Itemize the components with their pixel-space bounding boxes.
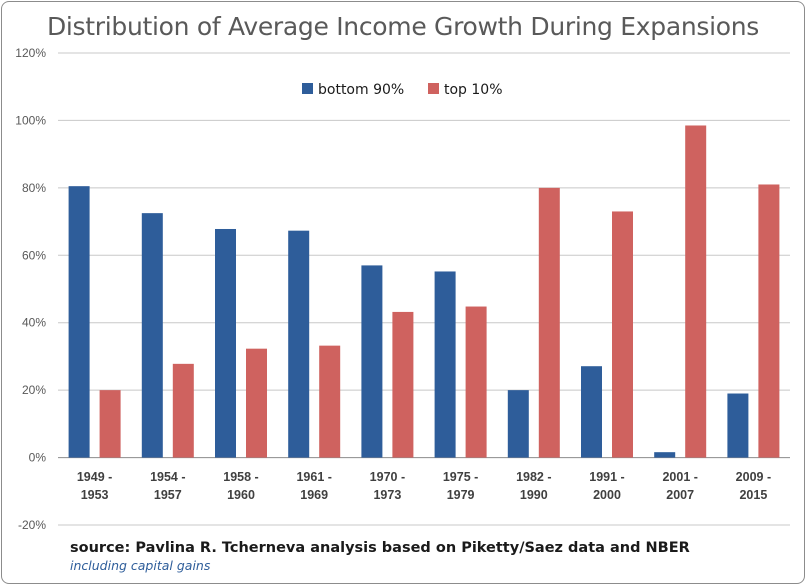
x-tick-label: 1973 [373,488,401,502]
bar-top-10 [612,211,633,458]
legend-label-bottom-90: bottom 90% [318,82,404,98]
legend-swatch-top-10 [428,83,439,94]
x-tick-label: 1991 - [589,470,624,484]
capital-gains-note: including capital gains [70,558,211,573]
bar-top-10 [319,345,341,458]
bar-bottom-90 [654,452,676,458]
bar-bottom-90 [361,265,383,458]
x-tick-label: 1953 [81,488,109,502]
y-tick-label: 40% [22,316,46,330]
bar-bottom-90 [68,186,90,458]
x-tick-label: 2007 [666,488,694,502]
bar-top-10 [465,306,487,458]
x-tick-label: 2000 [593,488,621,502]
bar-top-10 [685,125,707,458]
x-tick-label: 1958 - [223,470,258,484]
bar-bottom-90 [215,228,236,458]
x-tick-label: 1960 [227,488,255,502]
y-tick-label: 100% [15,113,46,127]
x-axis: 1949 - 1953 1954 - 1957 1958 - 1960 1961 - 1969… [77,470,771,502]
x-tick-label: 2009 - [736,470,771,484]
y-tick-label: 20% [22,383,46,397]
bars [68,125,780,458]
chart-title: Distribution of Average Income Growth Du… [46,12,760,41]
bar-bottom-90 [288,230,310,458]
bar-top-10 [99,390,121,458]
x-tick-label: 2001 - [662,470,697,484]
x-tick-label: 1982 - [516,470,551,484]
gridlines [58,52,790,526]
bar-top-10 [538,187,560,458]
x-tick-label: 1949 - [77,470,112,484]
y-tick-label: -20% [18,518,46,532]
bar-top-10 [172,363,194,458]
bar-bottom-90 [141,213,163,458]
y-tick-label: 120% [15,46,46,60]
y-tick-label: 80% [22,181,46,195]
x-tick-label: 1969 [300,488,328,502]
bar-bottom-90 [507,390,529,458]
x-tick-label: 1979 [447,488,475,502]
bar-top-10 [392,311,414,458]
bar-bottom-90 [727,393,749,458]
x-tick-label: 1970 - [370,470,405,484]
bar-top-10 [246,348,267,458]
legend: bottom 90% top 10% [302,82,503,98]
x-tick-label: 2015 [739,488,767,502]
y-axis: -20% 0% 20% 40% 60% 80% 100% 120% [15,46,46,532]
source-note: source: Pavlina R. Tcherneva analysis ba… [70,540,690,556]
x-tick-label: 1954 - [150,470,185,484]
bar-bottom-90 [581,366,602,458]
y-tick-label: 60% [22,248,46,262]
y-tick-label: 0% [29,451,47,465]
legend-label-top-10: top 10% [444,82,503,98]
x-tick-label: 1975 - [443,470,478,484]
bar-bottom-90 [434,271,456,458]
x-tick-label: 1961 - [296,470,331,484]
x-tick-label: 1990 [520,488,548,502]
x-tick-label: 1957 [154,488,182,502]
bar-top-10 [758,184,780,458]
legend-swatch-bottom-90 [302,83,313,94]
